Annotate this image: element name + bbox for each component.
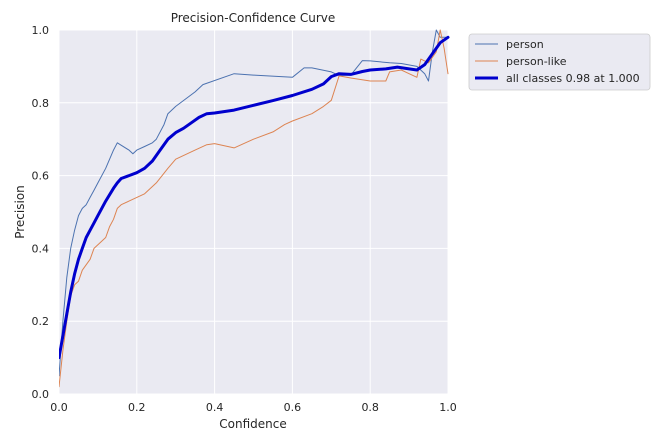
legend-items: person person-like all classes 0.98 at 1.0… <box>475 38 640 85</box>
legend: person person-like all classes 0.98 at 1.0… <box>468 33 651 91</box>
y-tick-label: 1.0 <box>32 24 50 37</box>
legend-frame <box>468 33 651 91</box>
series-line-2 <box>59 29 449 388</box>
y-tick-label: 0.6 <box>32 170 50 183</box>
x-axis-label: Confidence <box>219 417 286 431</box>
series-line-3 <box>59 35 450 360</box>
y-tick-label: 0.2 <box>32 315 50 328</box>
series-line-1 <box>59 29 449 377</box>
x-tick-label: 0.2 <box>128 401 146 414</box>
y-tick-label: 0.8 <box>32 97 50 110</box>
x-tick-label: 0.0 <box>50 401 68 414</box>
y-axis-label: Precision <box>13 185 27 239</box>
legend-label-3: all classes 0.98 at 1.000 <box>506 72 640 85</box>
ticks: 0.0 0.2 0.4 0.6 0.8 1.0 0.0 0.2 0.4 0.6 0.8 1.0 <box>32 24 457 414</box>
y-tick-label: 0.0 <box>32 388 50 401</box>
y-tick-label: 0.4 <box>32 242 50 255</box>
legend-label-2: person-like <box>506 55 567 68</box>
x-tick-label: 0.6 <box>284 401 302 414</box>
x-tick-label: 0.4 <box>206 401 224 414</box>
series-layer <box>59 29 450 388</box>
x-tick-label: 0.8 <box>361 401 379 414</box>
grid <box>58 29 449 395</box>
legend-label-1: person <box>506 38 544 51</box>
x-tick-label: 1.0 <box>439 401 457 414</box>
chart-title: Precision-Confidence Curve <box>171 11 336 25</box>
axes-background <box>59 30 448 394</box>
plot-area <box>58 29 450 395</box>
